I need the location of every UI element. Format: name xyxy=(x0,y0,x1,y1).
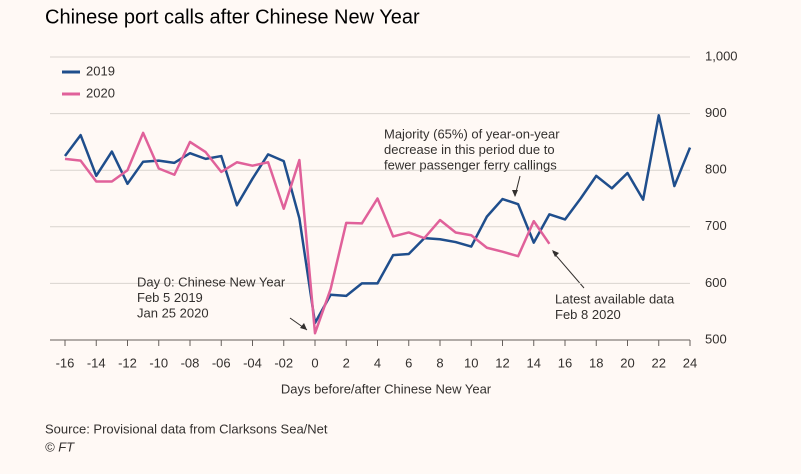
x-tick-label: 12 xyxy=(495,355,509,370)
annotation: Feb 8 2020 xyxy=(555,307,621,322)
y-tick-label: 800 xyxy=(705,162,727,177)
x-tick-label: -04 xyxy=(243,355,262,370)
x-tick-label: 4 xyxy=(374,355,381,370)
y-tick-label: 600 xyxy=(705,275,727,290)
x-tick-label: -02 xyxy=(274,355,293,370)
x-tick-label: 10 xyxy=(464,355,478,370)
x-tick-label: -08 xyxy=(181,355,200,370)
source: Source: Provisional data from Clarksons … xyxy=(45,421,328,436)
legend-label: 2019 xyxy=(86,63,115,78)
y-tick-label: 700 xyxy=(705,218,727,233)
line-2019 xyxy=(63,114,692,325)
annotation: decrease in this period due to xyxy=(384,142,555,157)
y-tick-label: 500 xyxy=(705,331,727,346)
x-tick-label: 16 xyxy=(558,355,572,370)
annotation-arrowhead xyxy=(512,190,518,197)
x-tick-label: 2 xyxy=(343,355,350,370)
x-axis-label: Days before/after Chinese New Year xyxy=(281,381,492,396)
annotation-arrowhead xyxy=(300,323,307,330)
x-tick-label: -10 xyxy=(149,355,168,370)
x-tick-label: 22 xyxy=(652,355,666,370)
x-tick-label: 24 xyxy=(683,355,697,370)
x-tick-label: 18 xyxy=(589,355,603,370)
annotation: Feb 5 2019 xyxy=(137,290,203,305)
line-2020 xyxy=(64,131,551,335)
y-tick-label: 1,000 xyxy=(705,48,738,63)
x-tick-label: 6 xyxy=(405,355,412,370)
annotation: fewer passenger ferry callings xyxy=(384,157,557,172)
x-tick-label: 0 xyxy=(311,355,318,370)
credit: © FT xyxy=(45,439,75,454)
annotation: Latest available data xyxy=(555,291,675,306)
x-tick-label: 20 xyxy=(620,355,634,370)
y-tick-label: 900 xyxy=(705,105,727,120)
legend-label: 2020 xyxy=(86,85,115,100)
annotation-arrow xyxy=(552,251,585,289)
annotation: Day 0: Chinese New Year xyxy=(137,274,286,289)
annotation: Jan 25 2020 xyxy=(137,305,209,320)
x-tick-label: 14 xyxy=(527,355,541,370)
x-tick-label: -12 xyxy=(118,355,137,370)
x-tick-label: -14 xyxy=(87,355,106,370)
chart-title: Chinese port calls after Chinese New Yea… xyxy=(45,6,420,28)
annotation-arrowhead xyxy=(552,250,559,257)
x-tick-label: 8 xyxy=(436,355,443,370)
annotation: Majority (65%) of year-on-year xyxy=(384,126,560,141)
x-tick-label: -06 xyxy=(212,355,231,370)
x-tick-label: -16 xyxy=(56,355,75,370)
